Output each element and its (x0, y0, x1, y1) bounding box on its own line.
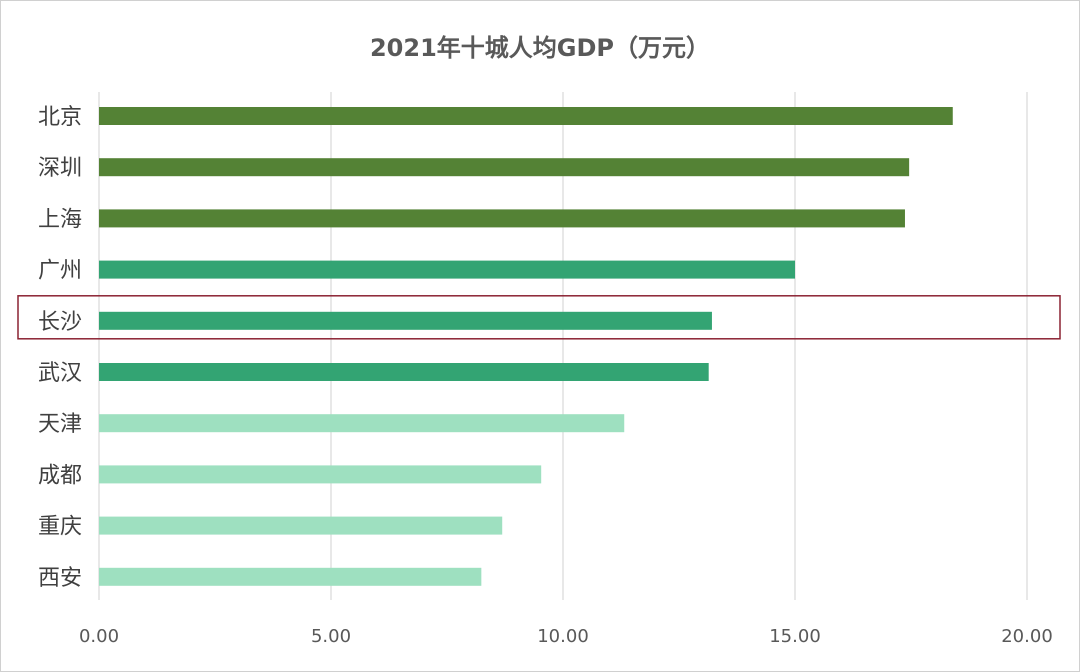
bar (99, 414, 625, 433)
bar (99, 209, 905, 228)
bars (99, 107, 953, 586)
bar (99, 158, 910, 177)
category-label: 重庆 (38, 515, 82, 540)
bar (99, 465, 542, 484)
category-label: 深圳 (38, 156, 82, 181)
gridlines (98, 92, 1028, 600)
highlight (17, 295, 1061, 340)
bar (99, 363, 709, 381)
category-label: 长沙 (38, 310, 82, 335)
x-tick-label: 10.00 (537, 626, 589, 647)
category-label: 北京 (38, 105, 82, 130)
x-tick-label: 15.00 (769, 626, 821, 647)
category-label: 广州 (38, 259, 82, 284)
category-label: 西安 (38, 566, 82, 591)
category-label: 成都 (38, 463, 82, 488)
category-label: 天津 (38, 412, 82, 437)
highlight-box (17, 295, 1061, 340)
bar (99, 107, 953, 125)
bar (99, 567, 482, 586)
x-tick-label: 0.00 (79, 626, 119, 647)
bar (99, 260, 795, 279)
chart-title: 2021年十城人均GDP（万元） (369, 34, 710, 62)
x-tick-label: 5.00 (311, 626, 351, 647)
x-tick-labels: 0.00 5.00 10.00 15.00 20.00 (79, 626, 1053, 647)
category-label: 武汉 (38, 361, 82, 386)
x-tick-label: 20.00 (1001, 626, 1053, 647)
category-label: 上海 (38, 207, 82, 232)
bar (99, 516, 503, 535)
bar (99, 311, 712, 330)
